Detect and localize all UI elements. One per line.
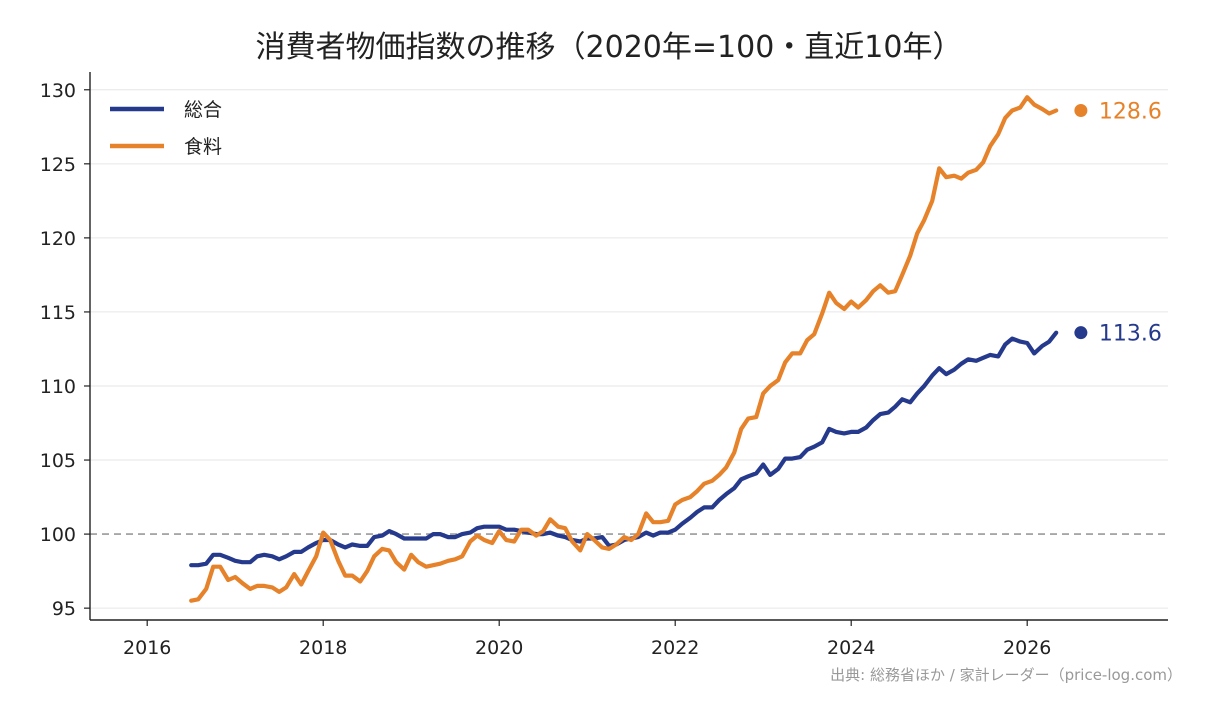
y-tick-label: 120 xyxy=(40,228,76,250)
series-end-label: 113.6 xyxy=(1099,322,1162,347)
y-tick-label: 130 xyxy=(40,80,76,102)
x-tick-label: 2016 xyxy=(123,637,171,659)
series-end-marker xyxy=(1074,104,1088,118)
y-tick-label: 95 xyxy=(52,598,76,620)
y-tick-label: 115 xyxy=(40,302,76,324)
source-note: 出典: 総務省ほか / 家計レーダー（price-log.com） xyxy=(830,666,1182,684)
y-tick-label: 100 xyxy=(40,524,76,546)
x-tick-label: 2026 xyxy=(1003,637,1051,659)
series-layer: 113.6 128.6 xyxy=(189,95,1162,603)
grid-lines xyxy=(90,89,1168,609)
x-tick-label: 2022 xyxy=(651,637,699,659)
y-tick-label: 110 xyxy=(40,376,76,398)
chart-title: 消費者物価指数の推移（2020年=100・直近10年） xyxy=(255,30,963,65)
series-line-shokuryo xyxy=(189,95,1059,603)
series-end-label: 128.6 xyxy=(1099,100,1162,125)
legend-label: 総合 xyxy=(184,99,222,121)
y-tick-label: 125 xyxy=(40,154,76,176)
x-tick-label: 2024 xyxy=(827,637,875,659)
y-tick-label: 105 xyxy=(40,450,76,472)
legend-label: 食料 xyxy=(184,136,222,158)
axes: 95 100 105 110 115 120 125 130 2016 2018 2020 2022 2… xyxy=(40,72,1168,659)
series-end-marker xyxy=(1074,326,1088,340)
series-line-sogo xyxy=(189,330,1059,568)
x-tick-label: 2018 xyxy=(299,637,347,659)
x-tick-label: 2020 xyxy=(475,637,523,659)
